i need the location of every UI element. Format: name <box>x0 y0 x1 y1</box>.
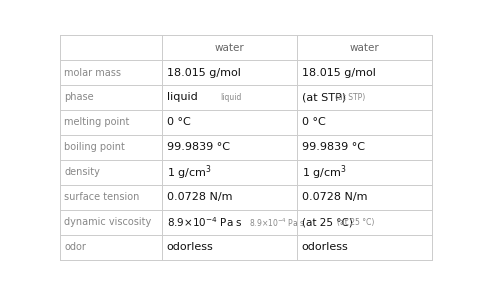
Text: density: density <box>64 167 100 178</box>
Text: 0 °C: 0 °C <box>167 117 191 128</box>
Text: liquid: liquid <box>167 93 204 102</box>
Text: 0.0728 N/m: 0.0728 N/m <box>301 192 367 202</box>
Text: 8.9×10$^{-4}$ Pa s: 8.9×10$^{-4}$ Pa s <box>249 216 305 229</box>
Text: 99.9839 °C: 99.9839 °C <box>301 142 365 152</box>
Text: 99.9839 °C: 99.9839 °C <box>167 142 230 152</box>
Text: (at 25 °C): (at 25 °C) <box>301 218 356 227</box>
Text: odor: odor <box>64 242 86 252</box>
Text: (at STP): (at STP) <box>335 93 365 102</box>
Text: 0 °C: 0 °C <box>301 117 325 128</box>
Text: 8.9×10$^{-4}$ Pa s: 8.9×10$^{-4}$ Pa s <box>167 215 243 229</box>
Text: 1 g/cm$^3$: 1 g/cm$^3$ <box>167 163 212 182</box>
Text: dynamic viscosity: dynamic viscosity <box>64 218 152 227</box>
Text: 0.0728 N/m: 0.0728 N/m <box>167 192 232 202</box>
Text: surface tension: surface tension <box>64 192 140 202</box>
Text: melting point: melting point <box>64 117 130 128</box>
Text: 18.015 g/mol: 18.015 g/mol <box>301 67 375 77</box>
Text: odorless: odorless <box>301 242 348 252</box>
Text: phase: phase <box>64 93 94 102</box>
Text: (at 25 °C): (at 25 °C) <box>337 218 374 227</box>
Text: boiling point: boiling point <box>64 142 125 152</box>
Text: (at STP): (at STP) <box>301 93 353 102</box>
Text: water: water <box>215 43 245 53</box>
Text: odorless: odorless <box>167 242 214 252</box>
Text: molar mass: molar mass <box>64 67 121 77</box>
Text: 18.015 g/mol: 18.015 g/mol <box>167 67 240 77</box>
Text: 1 g/cm$^3$: 1 g/cm$^3$ <box>301 163 347 182</box>
Text: liquid: liquid <box>220 93 242 102</box>
Text: water: water <box>350 43 380 53</box>
